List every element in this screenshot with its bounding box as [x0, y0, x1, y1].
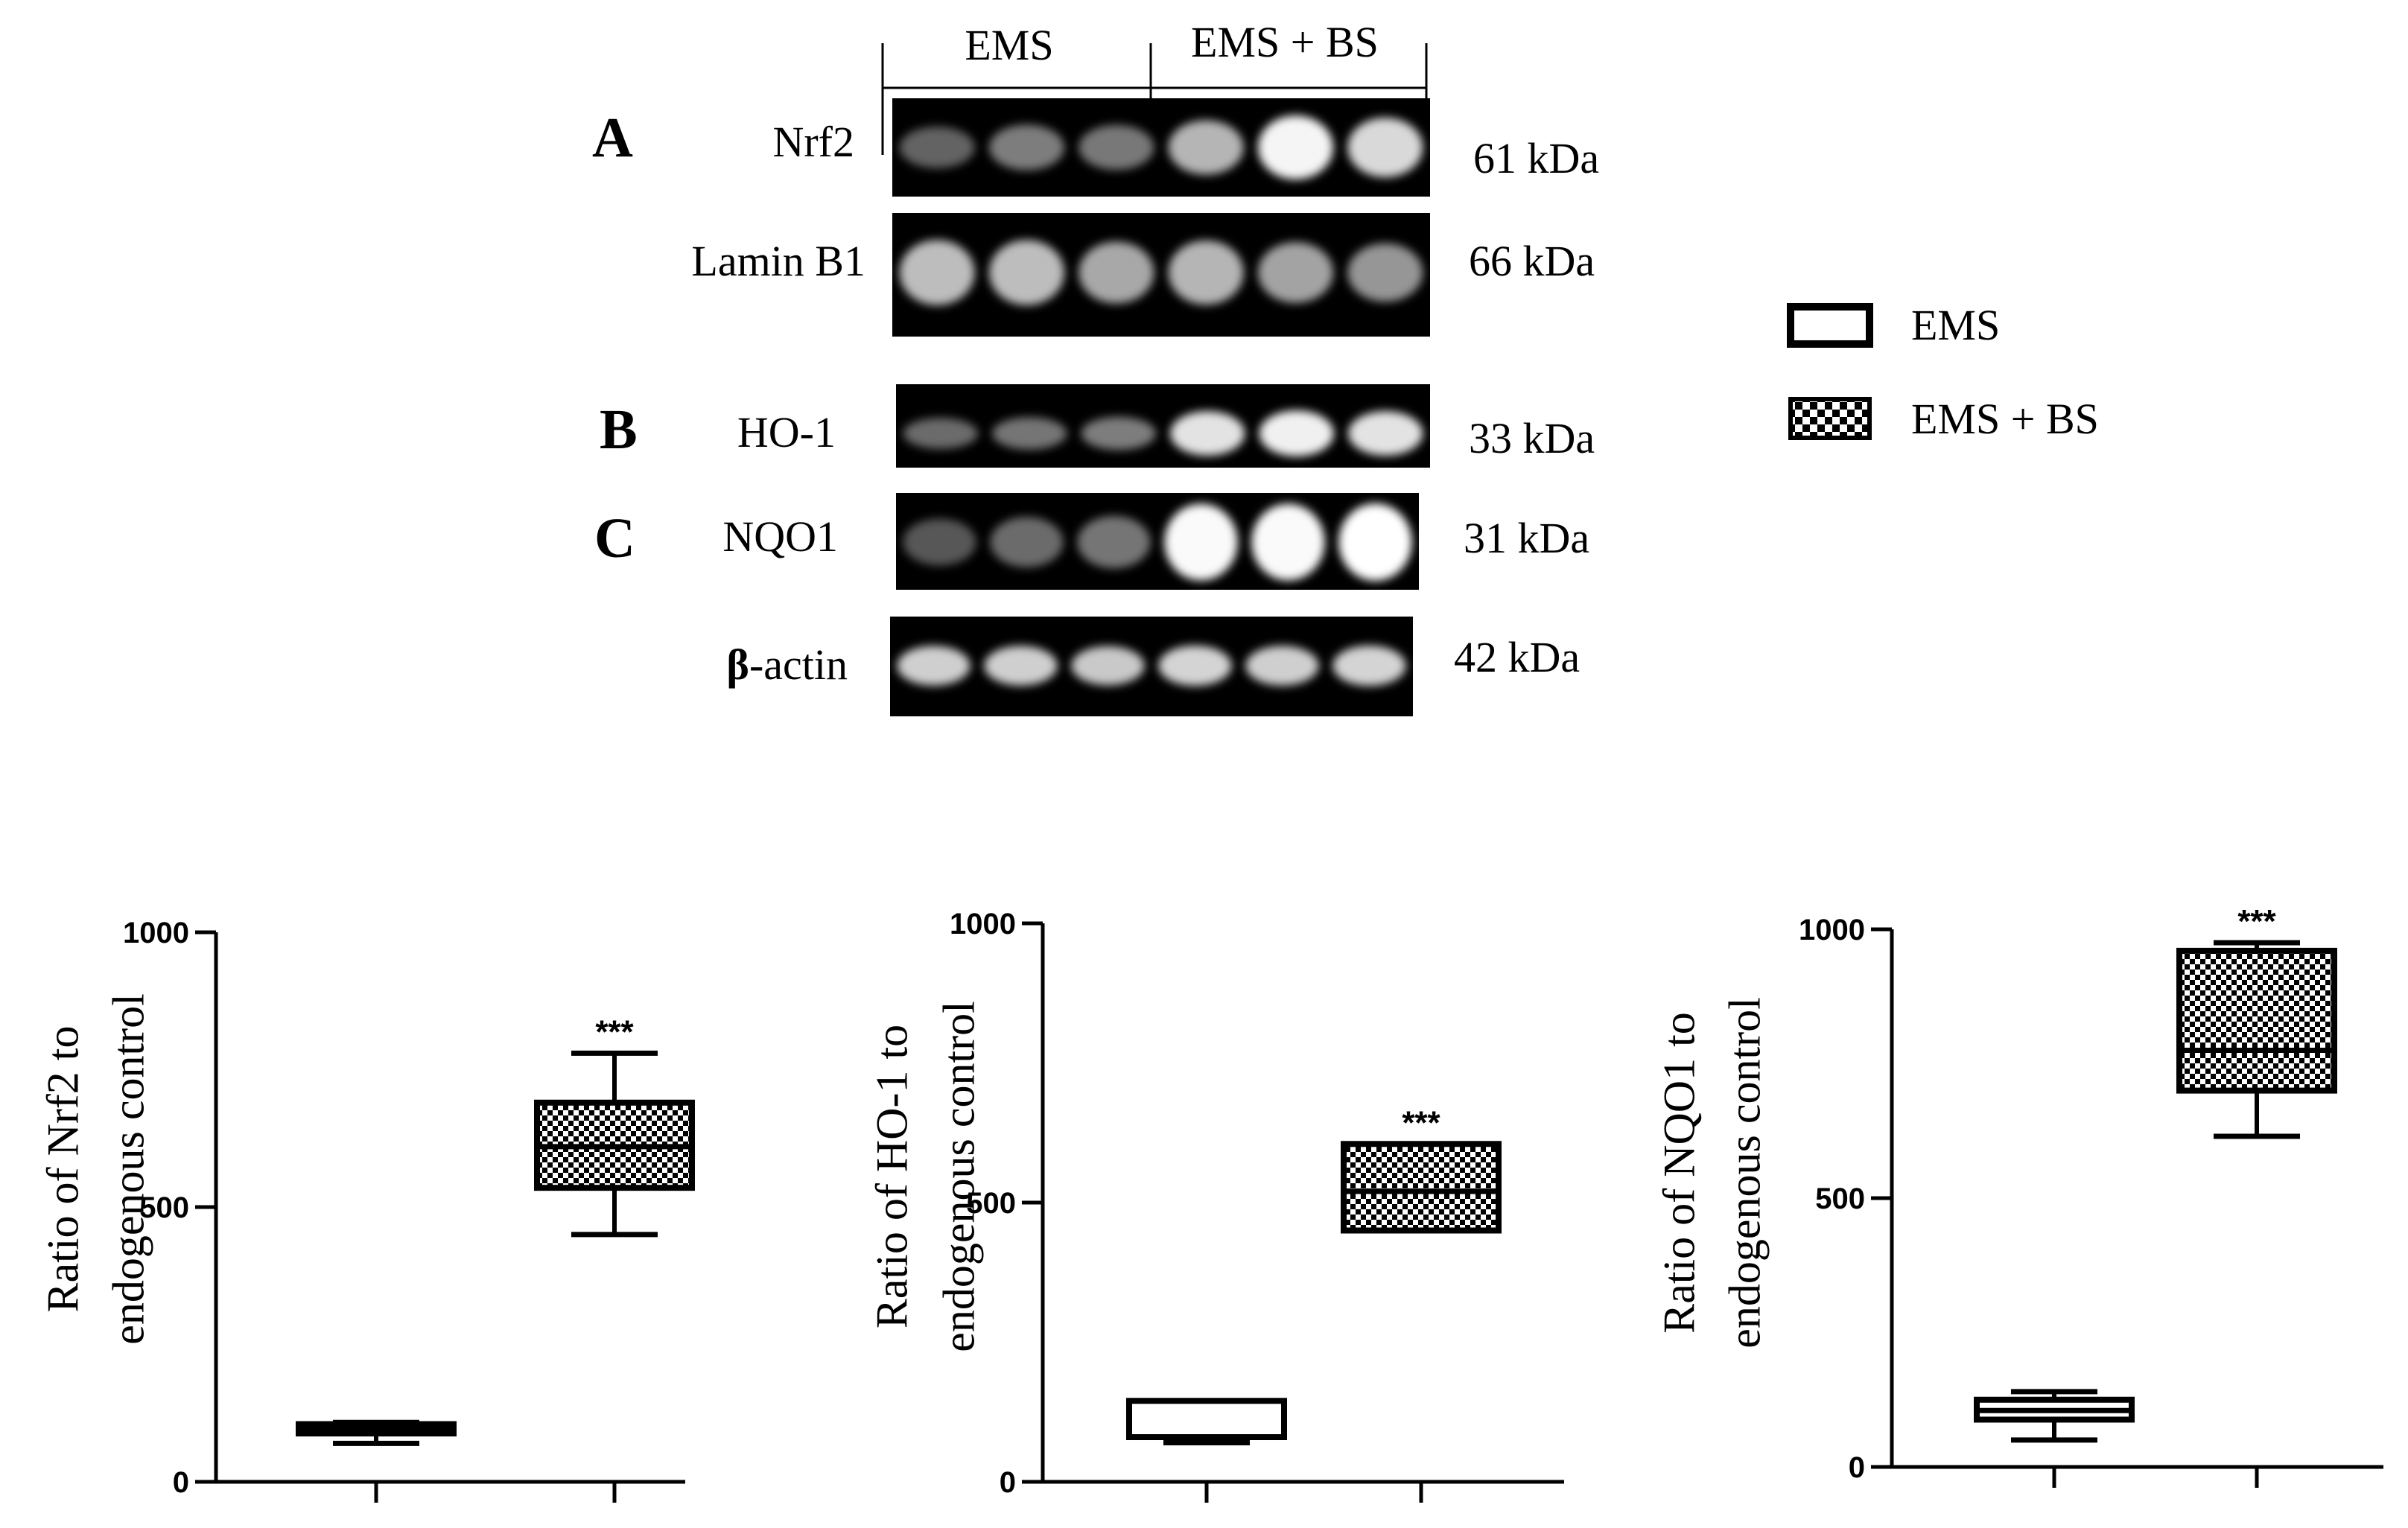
blot-band — [1259, 410, 1334, 456]
blot-row-beta-actin: β-actin 42 kDa — [726, 617, 1580, 716]
blot-row-lamin-b1: Lamin B1 66 kDa — [691, 213, 1595, 337]
blot-strip-lamin-b1 — [892, 213, 1430, 337]
panel-letter-a: A — [592, 106, 633, 169]
blot-band — [1164, 503, 1238, 581]
y-axis-label-line2: endogenous control — [104, 993, 153, 1345]
blot-band — [1348, 411, 1423, 456]
blot-band — [899, 127, 975, 168]
y-axis-label-line1: Ratio of NQO1 to — [1654, 1012, 1703, 1334]
box-ems-bs — [2176, 947, 2337, 1094]
blot-band — [899, 240, 975, 305]
y-tick-label: 1000 — [950, 908, 1016, 940]
box-plots: 0 500 1000 Ratio of Nrf2 to endogenous contr… — [38, 903, 2383, 1503]
protein-label-nqo1: NQO1 — [722, 512, 838, 561]
legend-swatch-ems-bs — [1788, 397, 1872, 440]
blot-band — [903, 418, 978, 449]
kda-label-lamin-b1: 66 kDa — [1469, 237, 1595, 285]
y-axis-label-line1: Ratio of HO-1 to — [867, 1025, 916, 1328]
blot-band — [1347, 243, 1423, 302]
blot-strip-ho-1 — [896, 384, 1430, 468]
blot-band — [1078, 241, 1154, 304]
box-plot-2: 0 500 1000 Ratio of HO-1 to endogenous contr… — [867, 908, 1564, 1503]
box-ems — [1126, 1398, 1287, 1440]
blot-band — [1251, 503, 1325, 581]
protein-label-nrf2: Nrf2 — [772, 118, 854, 166]
beta-symbol: β — [726, 640, 749, 689]
blot-band — [1071, 646, 1145, 686]
legend: EMS EMS + BS — [1787, 301, 2099, 443]
blot-band — [897, 646, 970, 686]
blot-strip-beta-actin — [890, 617, 1413, 716]
legend-label-ems-bs: EMS + BS — [1911, 395, 2099, 443]
box-plot-1: 0 500 1000 Ratio of Nrf2 to endogenous contr… — [38, 917, 695, 1503]
box-plot-3: 0 500 1000 Ratio of NQO1 to endogenous contr… — [1654, 903, 2383, 1488]
panel-letter-c: C — [594, 507, 635, 570]
kda-label-nqo1: 31 kDa — [1464, 514, 1589, 562]
y-tick-label: 500 — [139, 1191, 189, 1224]
y-tick-label: 500 — [966, 1187, 1016, 1220]
y-tick-label: 1000 — [123, 917, 189, 949]
blot-band — [1158, 645, 1232, 687]
blot-band — [1170, 411, 1245, 456]
box-ems-bs — [1341, 1141, 1502, 1234]
kda-label-beta-actin: 42 kDa — [1454, 633, 1580, 681]
protein-label-beta-actin: β-actin — [726, 640, 848, 689]
blot-band — [988, 124, 1065, 171]
blot-band — [1081, 416, 1156, 451]
significance-label: *** — [2237, 903, 2276, 940]
y-axis-label-line2: endogenous control — [1720, 997, 1769, 1349]
significance-label: *** — [1402, 1104, 1440, 1141]
blot-band — [1257, 242, 1334, 303]
kda-label-ho-1: 33 kDa — [1469, 414, 1595, 462]
blot-row-nqo1: C NQO1 31 kDa — [594, 493, 1589, 590]
blot-row-ho-1: B HO-1 33 kDa — [600, 384, 1595, 468]
blot-band — [1168, 120, 1244, 175]
blot-band — [1347, 117, 1423, 178]
y-axis-label-line2: endogenous control — [934, 1001, 983, 1352]
panel-letter-b: B — [600, 398, 638, 461]
group-header-ems: EMS — [965, 21, 1053, 69]
kda-label-nrf2: 61 kDa — [1473, 134, 1599, 182]
blot-strip-nrf2 — [892, 98, 1430, 197]
blot-panels: A Nrf2 61 kDa Lamin B1 66 kDa B HO-1 33 … — [592, 98, 1599, 716]
blot-band — [1168, 240, 1244, 305]
actin-text: -actin — [749, 640, 848, 689]
blot-band — [1257, 115, 1334, 180]
blot-row-nrf2: A Nrf2 61 kDa — [592, 98, 1599, 197]
blot-group-headers: EMS EMS + BS — [881, 18, 1428, 155]
y-tick-label: 500 — [1815, 1182, 1865, 1215]
blot-band — [1332, 645, 1406, 687]
blot-band — [1245, 646, 1319, 686]
blot-band — [1078, 124, 1154, 171]
blot-band — [1077, 515, 1151, 569]
significance-label: *** — [595, 1013, 634, 1050]
legend-label-ems: EMS — [1911, 301, 2000, 349]
y-tick-label: 0 — [1000, 1466, 1016, 1499]
y-tick-label: 1000 — [1799, 914, 1865, 946]
protein-label-ho-1: HO-1 — [737, 408, 836, 456]
blot-band — [990, 517, 1064, 567]
blot-strip-nqo1 — [896, 493, 1419, 590]
blot-band — [992, 417, 1067, 450]
group-header-ems-bs: EMS + BS — [1191, 18, 1379, 66]
y-tick-label: 0 — [1849, 1451, 1865, 1484]
y-axis-label-line1: Ratio of Nrf2 to — [38, 1026, 87, 1313]
legend-swatch-ems — [1787, 303, 1873, 348]
blot-band — [988, 240, 1065, 305]
blot-band — [984, 646, 1058, 686]
blot-band — [903, 518, 976, 566]
protein-label-lamin-b1: Lamin B1 — [691, 237, 865, 285]
blot-band — [1338, 503, 1412, 581]
y-tick-label: 0 — [173, 1466, 189, 1499]
